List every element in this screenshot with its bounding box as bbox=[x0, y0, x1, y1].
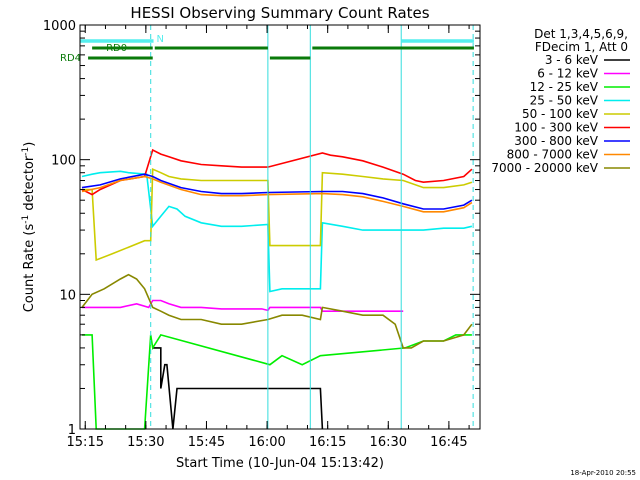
legend-label: 12 - 25 keV bbox=[530, 80, 599, 94]
timestamp-label: 18-Apr-2010 20:55 bbox=[570, 469, 636, 477]
legend-label: 800 - 7000 keV bbox=[507, 148, 599, 162]
y-axis-label: Count Rate (s-1 detector-1) bbox=[21, 142, 37, 313]
legend-label: 7000 - 20000 keV bbox=[491, 161, 598, 175]
legend-label: 100 - 300 keV bbox=[514, 121, 598, 135]
series-line-7 bbox=[81, 175, 473, 213]
x-axis: 15:15 15:30 15:45 16:00 16:15 16:30 16:45 bbox=[67, 25, 470, 450]
y-tick-label: 1 bbox=[68, 423, 76, 438]
x-tick-label: 15:15 bbox=[67, 435, 104, 450]
legend-label: 50 - 100 keV bbox=[522, 107, 599, 121]
y-axis-label-main: Count Rate (s bbox=[22, 224, 37, 313]
y-tick-label: 100 bbox=[51, 154, 76, 169]
series-line-2 bbox=[82, 333, 472, 430]
x-tick-label: 15:45 bbox=[188, 435, 225, 450]
legend-label: 6 - 12 keV bbox=[537, 67, 599, 81]
series-line-3 bbox=[81, 170, 473, 293]
y-axis-label-sup1: -1 bbox=[21, 215, 31, 224]
series-line-8 bbox=[81, 273, 473, 349]
series-line-4 bbox=[82, 167, 473, 262]
y-axis-label-end: ) bbox=[22, 142, 37, 147]
y-axis-label-mid: detector bbox=[22, 155, 37, 215]
plot-frame bbox=[79, 24, 481, 430]
x-axis-label: Start Time (10-Jun-04 15:13:42) bbox=[176, 456, 384, 471]
legend-header: FDecim 1, Att 0 bbox=[535, 40, 628, 54]
attenuator-label: N bbox=[157, 34, 164, 45]
chart-title: HESSI Observing Summary Count Rates bbox=[130, 4, 429, 22]
rd-label: RD0 bbox=[106, 43, 127, 54]
series-layer bbox=[81, 148, 473, 430]
status-bars: N RD0 RD4 bbox=[60, 34, 474, 64]
y-axis-label-sup2: -1 bbox=[21, 147, 31, 156]
interval-markers bbox=[79, 25, 474, 429]
legend-label: 300 - 800 keV bbox=[514, 134, 598, 148]
legend-label: 3 - 6 keV bbox=[545, 53, 599, 67]
series-line-1 bbox=[82, 299, 404, 313]
series-line-5 bbox=[81, 148, 473, 196]
y-tick-label: 10 bbox=[59, 288, 76, 303]
series-line-0 bbox=[152, 347, 324, 430]
rd-label: RD4 bbox=[60, 53, 81, 64]
x-tick-label: 16:45 bbox=[430, 435, 467, 450]
x-tick-label: 16:15 bbox=[309, 435, 346, 450]
legend-header: Det 1,3,4,5,6,9, bbox=[534, 27, 628, 41]
series-line-6 bbox=[81, 173, 473, 210]
y-axis: 1 10 100 1000 bbox=[43, 19, 480, 438]
legend-label: 25 - 50 keV bbox=[530, 94, 599, 108]
x-tick-label: 16:00 bbox=[248, 435, 285, 450]
legend: Det 1,3,4,5,6,9,FDecim 1, Att 03 - 6 keV… bbox=[491, 27, 630, 175]
y-tick-label: 1000 bbox=[43, 19, 76, 34]
x-tick-label: 15:30 bbox=[127, 435, 164, 450]
x-tick-label: 16:30 bbox=[370, 435, 407, 450]
